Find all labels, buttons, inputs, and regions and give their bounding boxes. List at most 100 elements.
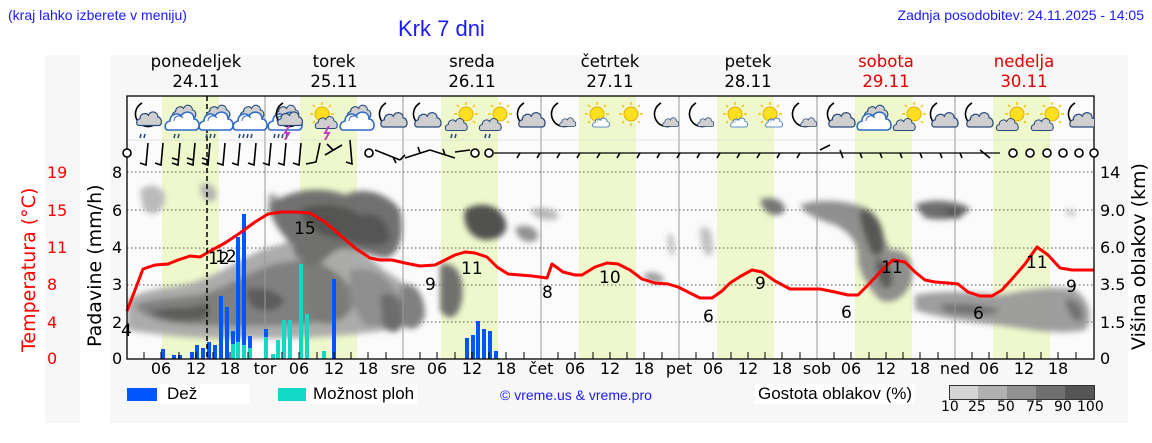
night-cloud-icon	[826, 102, 856, 128]
x-tick-label: 12	[185, 359, 207, 378]
x-tick-label: 12	[875, 359, 897, 378]
precip-tick: 4	[112, 238, 123, 257]
svg-text:11: 11	[1026, 253, 1048, 273]
night-cloud-icon	[378, 102, 408, 128]
x-tick-label: čet	[528, 359, 554, 378]
x-tick-label: sre	[390, 359, 416, 378]
x-tick-label: 12	[323, 359, 345, 378]
sun-icon	[618, 101, 644, 127]
showers-bars	[231, 264, 326, 359]
location-hint: (kraj lahko izberete v meniju)	[8, 7, 187, 23]
sun-small-cloud-icon	[757, 101, 783, 128]
wind-barb-icon	[139, 142, 149, 167]
cloud-height-tick: 1.5	[1100, 313, 1126, 332]
weather-icons	[134, 101, 1094, 140]
night-partly-cloudy-icon	[653, 102, 680, 128]
legend-showers-label: Možnost ploh	[310, 384, 418, 404]
night-cloud-icon	[1067, 102, 1094, 128]
temp-tick: 15	[47, 201, 68, 220]
temp-axis-panel	[45, 55, 80, 423]
svg-text:15: 15	[294, 219, 316, 239]
svg-text:9: 9	[425, 275, 436, 295]
day-label: ponedeljek 24.11	[150, 52, 242, 91]
day-label-weekend: sobota 29.11	[858, 52, 914, 91]
svg-text:12: 12	[215, 247, 237, 267]
cloud-density-tick: 50	[997, 399, 1015, 415]
legend-showers-swatch-fill	[278, 388, 306, 401]
x-tick-label: 06	[564, 359, 586, 378]
x-tick-label: 18	[357, 359, 379, 378]
cloud-light-rain-icon	[164, 104, 200, 139]
x-tick-label: 18	[909, 359, 931, 378]
x-tick-label: ned	[939, 359, 971, 378]
sun-cloud-icon	[995, 101, 1030, 132]
x-ticks	[143, 352, 1077, 359]
wind-barbs	[122, 139, 1099, 167]
x-tick-label: 18	[633, 359, 655, 378]
svg-text:8: 8	[542, 283, 553, 303]
temp-tick: 0	[47, 349, 58, 368]
svg-text:12: 12	[208, 249, 230, 269]
svg-text:6: 6	[841, 303, 852, 323]
night-cloud-light-rain-icon	[134, 102, 163, 139]
cloud-density-swatch	[949, 385, 979, 400]
svg-text:9: 9	[755, 274, 766, 294]
x-tick-label: 12	[599, 359, 621, 378]
day-label: sreda 26.11	[448, 52, 496, 91]
sun-small-cloud-icon	[584, 101, 610, 128]
x-tick-label: 12	[1013, 359, 1035, 378]
cloud-density-tick: 100	[1077, 399, 1104, 415]
x-tick-label: 06	[150, 359, 172, 378]
page-title: Krk 7 dni	[398, 16, 485, 41]
plot-frame	[126, 95, 1095, 360]
sun-cloud-icon	[892, 101, 927, 132]
x-tick-label: 06	[426, 359, 448, 378]
temperature-labels: 4 12 12 15 9 11 8 10 6 9 6 11 6 11 9	[121, 219, 1077, 341]
x-tick-label: 06	[840, 359, 862, 378]
x-tick-label: sob	[802, 359, 832, 378]
cloud-icon	[339, 104, 375, 131]
sun-cloud-thunder-icon	[309, 101, 338, 140]
svg-text:10: 10	[599, 268, 621, 288]
cloud-density-swatch	[1036, 385, 1065, 400]
cloud-heavy-rain-icon	[232, 104, 268, 139]
x-tick-label: tor	[253, 359, 277, 378]
cloud-density-tick: 75	[1026, 399, 1044, 415]
copyright-link[interactable]: © vreme.us & vreme.pro	[500, 387, 652, 403]
temp-tick: 11	[47, 238, 68, 257]
sun-small-cloud-icon	[722, 101, 748, 128]
day-label: petek 28.11	[724, 52, 772, 91]
x-tick-label: 18	[1047, 359, 1069, 378]
cloud-density-tick: 25	[968, 399, 986, 415]
x-tick-label: 18	[495, 359, 517, 378]
x-tick-label: 18	[771, 359, 793, 378]
cloud-height-tick: 3.5	[1100, 275, 1126, 294]
temp-tick: 4	[47, 313, 58, 332]
temp-tick: 8	[47, 275, 58, 294]
x-tick-label: 06	[288, 359, 310, 378]
day-label: četrtek 27.11	[580, 52, 640, 91]
x-tick-label: 06	[978, 359, 1000, 378]
x-tick-label: 12	[737, 359, 759, 378]
cloud-density-tick: 10	[941, 399, 959, 415]
temperature-line	[125, 210, 1094, 312]
svg-text:9: 9	[1066, 277, 1077, 297]
night-partly-cloudy-icon	[688, 102, 715, 128]
sun-cloud-light-rain-icon	[478, 101, 513, 139]
cloud-rain-icon	[198, 104, 234, 139]
x-tick-label: 18	[219, 359, 241, 378]
precip-tick: 2	[112, 313, 123, 332]
precip-tick: 8	[112, 163, 123, 182]
day-label: torek 25.11	[310, 52, 358, 91]
cloud-icon	[856, 104, 892, 131]
sun-cloud-light-rain-icon	[444, 101, 479, 139]
day-label-weekend: nedelja 30.11	[993, 52, 1055, 91]
cloud-density-swatch	[1007, 385, 1036, 400]
svg-text:11: 11	[881, 258, 903, 278]
cloud-height-tick: 14	[1100, 163, 1121, 182]
cloud-density-label: Gostota oblakov (%)	[755, 384, 916, 404]
x-tick-label: 12	[461, 359, 483, 378]
x-tick-label: 06	[702, 359, 724, 378]
night-cloud-icon	[516, 102, 546, 128]
